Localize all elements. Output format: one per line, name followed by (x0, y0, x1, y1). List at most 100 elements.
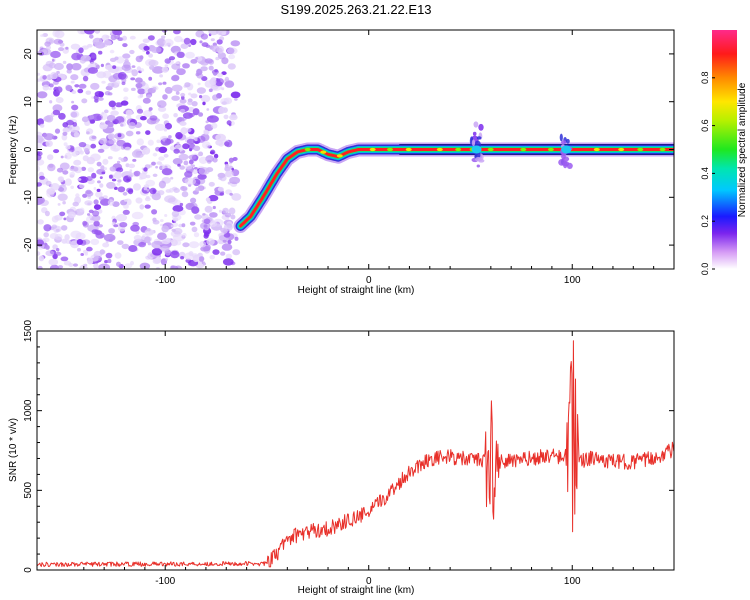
noise-speck (187, 106, 195, 112)
noise-speck (143, 167, 148, 172)
noise-speck (57, 187, 65, 192)
noise-speck (208, 65, 214, 71)
noise-speck (181, 95, 185, 100)
noise-speck (60, 225, 68, 231)
noise-speck (52, 109, 61, 116)
ridge-bead (405, 147, 412, 152)
noise-speck (196, 135, 206, 143)
noise-speck (200, 222, 211, 230)
noise-speck (84, 148, 90, 153)
noise-speck (86, 131, 90, 135)
snr-xtick-label: 0 (366, 576, 372, 587)
noise-speck (62, 131, 68, 136)
noise-speck (82, 220, 88, 226)
noise-speck (121, 243, 130, 250)
noise-speck (231, 193, 242, 201)
noise-speck (65, 46, 69, 50)
noise-speck (103, 40, 112, 46)
noise-speck (205, 197, 211, 202)
noise-speck (143, 184, 150, 188)
noise-speck (209, 212, 218, 218)
noise-speck (98, 50, 103, 55)
noise-speck (101, 80, 106, 84)
noise-speck (97, 180, 101, 184)
noise-speck (164, 214, 168, 217)
noise-speck (148, 76, 153, 81)
burst-speck (478, 123, 484, 131)
noise-speck (71, 104, 79, 111)
noise-speck (158, 82, 163, 86)
noise-speck (184, 177, 196, 186)
noise-speck (143, 187, 148, 191)
noise-speck (63, 217, 67, 221)
noise-speck (70, 43, 81, 50)
noise-speck (192, 254, 200, 263)
noise-speck (38, 255, 45, 262)
noise-speck (199, 241, 207, 248)
noise-speck (151, 161, 156, 166)
noise-speck (149, 115, 158, 121)
noise-speck (218, 209, 222, 213)
noise-speck (135, 55, 143, 63)
noise-speck (84, 30, 95, 35)
noise-speck (176, 51, 185, 58)
noise-speck (142, 38, 150, 44)
noise-speck (182, 242, 190, 248)
noise-speck (131, 65, 136, 68)
noise-speck (47, 163, 56, 172)
noise-speck (112, 65, 117, 69)
noise-speck (122, 191, 128, 196)
noise-speck (133, 183, 141, 191)
noise-speck (198, 112, 204, 117)
noise-speck (73, 132, 80, 138)
noise-speck (222, 207, 229, 214)
noise-speck (129, 169, 133, 173)
noise-speck (156, 161, 162, 165)
noise-speck (146, 228, 151, 232)
noise-speck (44, 114, 54, 123)
noise-speck (190, 38, 197, 46)
noise-speck (152, 66, 164, 74)
noise-speck (221, 243, 233, 251)
noise-speck (91, 96, 95, 99)
noise-speck (189, 221, 196, 226)
noise-speck (171, 95, 180, 101)
noise-speck (52, 30, 60, 38)
noise-speck (69, 171, 76, 177)
noise-speck (79, 150, 84, 155)
noise-speck (43, 224, 52, 232)
noise-speck (105, 64, 114, 70)
colorbar-ramp (712, 30, 737, 269)
noise-speck (59, 211, 66, 217)
noise-speck (39, 175, 45, 180)
noise-speck (158, 146, 168, 153)
snr-ylabel: SNR (10 * v/v) (8, 418, 19, 482)
noise-speck (181, 191, 189, 198)
noise-speck (119, 222, 128, 228)
spectrogram-xtick-label: -100 (155, 275, 175, 286)
noise-speck (131, 87, 136, 91)
noise-speck (135, 197, 143, 204)
burst-speck (566, 138, 570, 144)
noise-speck (55, 86, 63, 93)
noise-speck (217, 186, 224, 192)
noise-speck (176, 68, 186, 76)
noise-speck (203, 233, 209, 239)
noise-speck (115, 80, 121, 86)
noise-speck (227, 239, 232, 245)
noise-speck (96, 188, 101, 192)
noise-speck (101, 34, 110, 41)
noise-speck (90, 238, 100, 246)
noise-speck (208, 194, 219, 202)
noise-speck (77, 88, 84, 94)
noise-speck (161, 35, 166, 39)
noise-speck (57, 193, 68, 201)
noise-speck (139, 262, 151, 269)
noise-speck (50, 264, 59, 269)
noise-speck (168, 56, 176, 61)
spectrogram-xtick-label: 0 (366, 275, 372, 286)
noise-speck (44, 210, 50, 217)
noise-speck (91, 214, 101, 222)
